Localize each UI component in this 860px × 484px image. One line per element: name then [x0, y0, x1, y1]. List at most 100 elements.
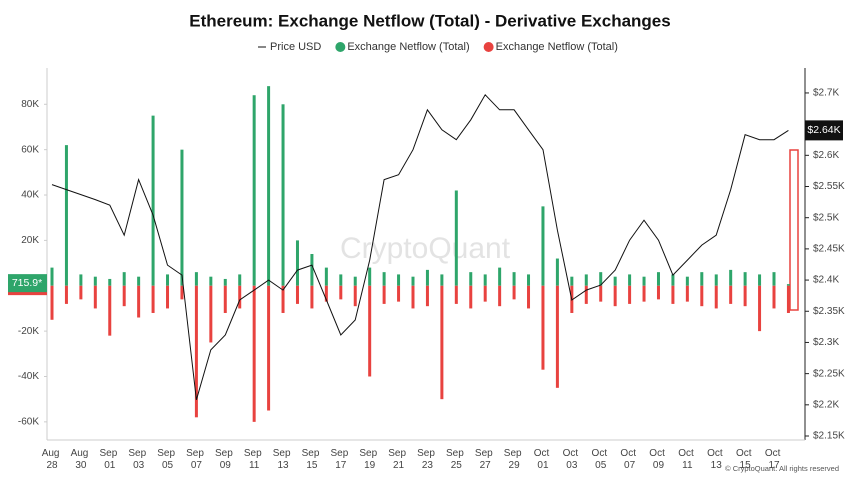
netflow-bar — [584, 274, 588, 286]
netflow-bar — [541, 206, 545, 286]
x-tick-day: 01 — [104, 460, 116, 471]
netflow-bar — [425, 269, 429, 286]
netflow-bar — [295, 240, 299, 286]
x-tick-label: Sep 23 — [417, 448, 438, 471]
netflow-bar — [671, 285, 675, 304]
netflow-bar — [209, 276, 213, 286]
netflow-bar — [555, 285, 559, 388]
x-tick-label: Sep 15 — [302, 448, 323, 471]
netflow-bar — [397, 285, 401, 302]
x-tick-label: Oct 01 — [534, 448, 552, 471]
x-tick-month: Sep — [99, 448, 120, 459]
netflow-bar — [527, 285, 531, 309]
x-tick-day: 21 — [393, 460, 405, 471]
x-tick-day: 03 — [133, 460, 145, 471]
netflow-bar — [527, 274, 531, 286]
netflow-bar — [295, 285, 299, 304]
y2-tick-label: $2.25K — [813, 368, 845, 379]
price-badge — [805, 120, 843, 141]
x-tick-day: 09 — [653, 460, 665, 471]
netflow-bar — [758, 285, 762, 332]
netflow-bar — [180, 149, 184, 286]
netflow-bar — [454, 190, 458, 286]
netflow-bar — [180, 285, 184, 300]
netflow-bar — [194, 272, 198, 286]
x-tick-label: Aug 30 — [71, 448, 92, 471]
netflow-bar — [758, 274, 762, 286]
x-tick-month: Oct — [678, 448, 696, 459]
legend-label: Exchange Netflow (Total) — [496, 41, 618, 53]
x-tick-label: Oct 03 — [563, 448, 581, 471]
netflow-bar — [382, 285, 386, 304]
netflow-bar — [671, 274, 675, 286]
netflow-bar — [628, 274, 632, 286]
x-tick-month: Oct — [534, 448, 552, 459]
netflow-bar — [397, 274, 401, 286]
x-tick-month: Oct — [649, 448, 667, 459]
netflow-bar — [786, 284, 790, 286]
x-tick-month: Sep — [273, 448, 294, 459]
x-tick-month: Sep — [302, 448, 323, 459]
netflow-bar — [310, 254, 314, 286]
netflow-bar — [469, 272, 473, 286]
netflow-bar — [628, 285, 632, 304]
x-tick-month: Sep — [215, 448, 236, 459]
netflow-bar — [599, 285, 603, 302]
legend-marker — [483, 42, 494, 52]
netflow-bar — [238, 274, 242, 286]
netflow-bar — [772, 285, 776, 309]
netflow-bar — [541, 285, 545, 370]
x-tick-month: Sep — [446, 448, 467, 459]
x-tick-label: Sep 27 — [475, 448, 496, 471]
netflow-bar — [411, 285, 415, 309]
netflow-bar — [454, 285, 458, 304]
x-tick-day: 11 — [682, 460, 693, 471]
x-tick-day: 05 — [162, 460, 174, 471]
netflow-bar — [238, 285, 242, 309]
netflow-bar — [382, 272, 386, 286]
x-tick-label: Sep 09 — [215, 448, 236, 471]
netflow-bar — [483, 285, 487, 302]
netflow-bar — [656, 285, 660, 300]
netflow-bar — [642, 285, 646, 302]
x-tick-label: Oct 15 — [736, 448, 754, 471]
x-tick-label: Oct 11 — [678, 448, 696, 471]
y2-tick-label: $2.4K — [813, 275, 839, 286]
x-tick-month: Sep — [417, 448, 438, 459]
x-tick-label: Oct 07 — [620, 448, 638, 471]
x-tick-month: Sep — [388, 448, 409, 459]
x-tick-day: 11 — [249, 460, 260, 471]
netflow-bar — [108, 285, 112, 336]
netflow-bar — [498, 267, 502, 286]
netflow-bar — [368, 285, 372, 377]
netflow-bar — [281, 104, 285, 286]
netflow-bar — [79, 285, 83, 300]
x-tick-month: Oct — [707, 448, 725, 459]
netflow-bar — [786, 285, 790, 313]
x-tick-day: 25 — [451, 460, 463, 471]
y2-tick-label: $2.7K — [813, 88, 839, 99]
netflow-bar — [339, 285, 343, 300]
netflow-bar — [64, 285, 68, 304]
x-tick-day: 15 — [306, 460, 318, 471]
x-tick-month: Oct — [765, 448, 783, 459]
x-tick-month: Oct — [563, 448, 581, 459]
netflow-bar — [700, 272, 704, 286]
credit: © CryptoQuant. All rights reserved — [725, 464, 839, 473]
netflow-bar — [267, 86, 271, 286]
netflow-bar — [483, 274, 487, 286]
x-tick-month: Sep — [475, 448, 496, 459]
x-tick-label: Sep 03 — [128, 448, 149, 471]
netflow-bar — [339, 274, 343, 286]
watermark: CryptoQuant — [340, 232, 511, 265]
x-tick-month: Sep — [331, 448, 352, 459]
legend-label: Price USD — [270, 41, 321, 53]
netflow-bar — [772, 272, 776, 286]
x-tick-day: 09 — [220, 460, 232, 471]
netflow-bar — [584, 285, 588, 304]
netflow-bar — [281, 285, 285, 313]
netflow-bar — [685, 285, 689, 302]
netflow-badge — [8, 274, 47, 293]
x-tick-label: Sep 13 — [273, 448, 294, 471]
